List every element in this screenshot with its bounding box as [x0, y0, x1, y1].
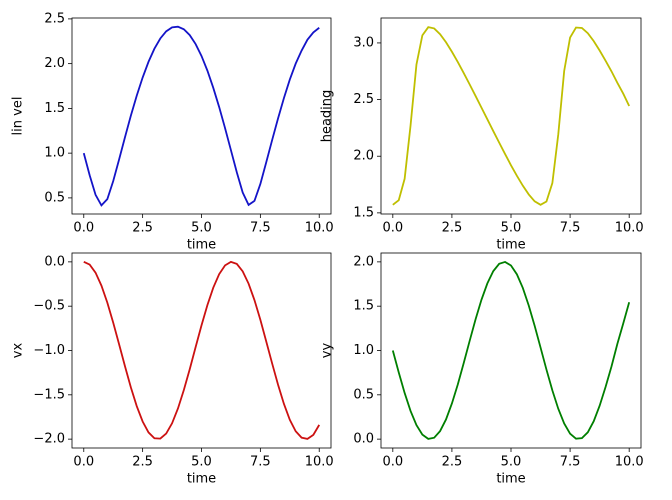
x-tick-label: 2.5 [442, 221, 463, 236]
plot-content [82, 25, 320, 207]
y-tick-label: 0.5 [44, 190, 65, 205]
x-tick-label: 0.0 [382, 455, 403, 470]
x-axis-label: time [187, 238, 216, 253]
y-tick-label: 0.5 [353, 387, 374, 402]
y-tick-label: −0.5 [33, 299, 65, 314]
data-line [391, 260, 631, 440]
x-tick-label: 7.5 [250, 455, 271, 470]
y-tick-label: 2.5 [44, 11, 65, 26]
x-tick-label: 7.5 [560, 221, 581, 236]
x-tick-label: 5.0 [191, 221, 212, 236]
x-tick-label: 7.5 [560, 455, 581, 470]
y-tick-label: −1.0 [33, 343, 65, 358]
x-tick-label: 7.5 [250, 221, 271, 236]
plot-content [83, 260, 321, 440]
y-tick-label: 0.0 [353, 432, 374, 447]
subplot: 0.0 2.5 5.0 7.5 10.0 0.5 1.0 1.5 2.0 2.5 time lin v… [11, 11, 334, 252]
plot-area [381, 253, 641, 448]
plot-area [72, 253, 331, 448]
x-tick-label: 0.0 [73, 221, 94, 236]
x-tick-label: 2.5 [132, 221, 153, 236]
data-line [82, 25, 320, 207]
x-tick-label: 0.0 [382, 221, 403, 236]
y-tick-label: 1.5 [353, 205, 374, 220]
plot-content [392, 26, 630, 206]
y-tick-label: 2.0 [44, 56, 65, 71]
x-axis-label: time [496, 472, 525, 487]
subplot: 0.0 2.5 5.0 7.5 10.0 0.0 0.5 1.0 1.5 2.0 time vy [320, 252, 644, 487]
x-tick-label: 10.0 [305, 221, 334, 236]
x-tick-label: 5.0 [191, 455, 212, 470]
y-tick-label: 1.0 [353, 343, 374, 358]
data-line [392, 26, 630, 206]
y-tick-label: 1.5 [353, 299, 374, 314]
x-tick-label: 5.0 [501, 455, 522, 470]
x-tick-label: 2.5 [132, 455, 153, 470]
y-tick-label: 0.0 [44, 254, 65, 269]
y-tick-label: 2.0 [353, 149, 374, 164]
plot-area [72, 18, 331, 214]
y-tick-label: −1.5 [33, 387, 65, 402]
plot-area [381, 18, 641, 214]
y-tick-label: 2.5 [353, 92, 374, 107]
y-tick-label: 3.0 [353, 35, 374, 50]
y-tick-label: 2.0 [353, 254, 374, 269]
y-axis-label: heading [320, 90, 335, 143]
data-line [83, 260, 321, 440]
x-tick-label: 5.0 [501, 221, 522, 236]
subplot: 0.0 2.5 5.0 7.5 10.0 −2.0 −1.5 −1.0 −0.5 0.0 time v… [11, 252, 334, 487]
x-tick-label: 10.0 [305, 455, 334, 470]
y-tick-label: 1.0 [44, 146, 65, 161]
y-axis-label: vy [320, 343, 335, 359]
x-tick-label: 10.0 [615, 455, 644, 470]
x-tick-label: 10.0 [615, 221, 644, 236]
x-axis-label: time [496, 238, 525, 253]
y-axis-label: vx [11, 343, 26, 359]
y-axis-label: lin vel [11, 97, 26, 136]
subplot: 0.0 2.5 5.0 7.5 10.0 1.5 2.0 2.5 3.0 time heading [320, 17, 644, 253]
x-tick-label: 2.5 [442, 455, 463, 470]
y-tick-label: 1.5 [44, 101, 65, 116]
y-tick-label: −2.0 [33, 432, 65, 447]
x-tick-label: 0.0 [73, 455, 94, 470]
plot-content [391, 260, 631, 440]
x-axis-label: time [187, 472, 216, 487]
